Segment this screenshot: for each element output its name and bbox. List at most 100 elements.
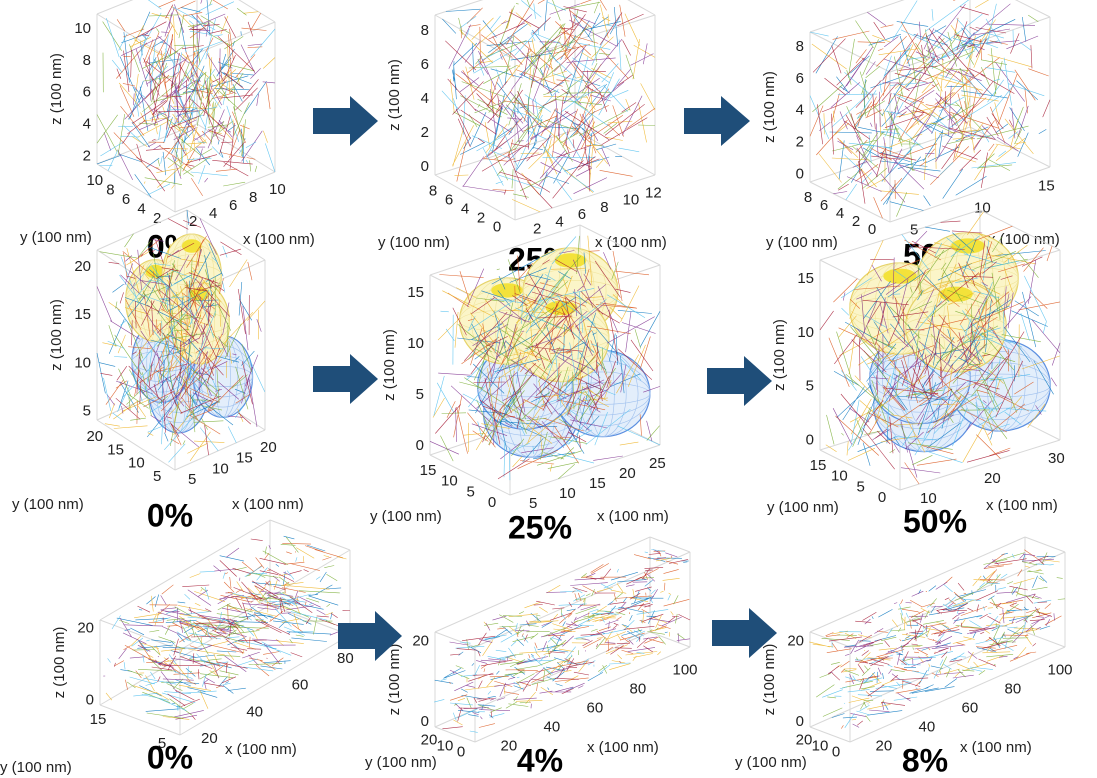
plot-panel: 246810z (100 nm)108642246810y (100 nm)x …	[20, 0, 315, 264]
x-axis-label: x (100 nm)	[232, 496, 304, 513]
x-tick-label: 5	[188, 471, 196, 488]
z-axis-label: z (100 nm)	[771, 319, 788, 391]
x-axis-label: x (100 nm)	[595, 234, 667, 251]
y-axis-label: y (100 nm)	[20, 229, 92, 246]
y-tick-label: 0	[832, 743, 840, 760]
cell-top	[182, 239, 202, 253]
z-axis-label: z (100 nm)	[48, 299, 65, 371]
x-tick-label: 6	[578, 206, 586, 223]
fibers	[813, 7, 1050, 204]
z-tick-label: 20	[74, 258, 91, 275]
x-tick-label: 80	[1005, 680, 1022, 697]
x-tick-label: 15	[589, 475, 606, 492]
box-edge	[475, 552, 690, 647]
plot-panel: 020z (100 nm)2010020406080100y (100 nm)x…	[365, 537, 698, 778]
z-tick-label: 6	[83, 84, 91, 101]
z-tick-label: 0	[796, 713, 804, 730]
x-tick-label: 15	[1038, 177, 1055, 194]
y-tick-label: 4	[137, 201, 145, 218]
plot-panel: 02468z (100 nm)8642024681012y (100 nm)x …	[378, 0, 667, 277]
z-tick-label: 15	[407, 284, 424, 301]
x-tick-label: 80	[337, 650, 354, 667]
fibers	[819, 4, 1038, 203]
x-axis-label: x (100 nm)	[986, 497, 1058, 514]
strain-label: 8%	[902, 742, 948, 778]
y-tick-label: 5	[856, 478, 864, 495]
y-tick-label: 0	[868, 221, 876, 238]
strain-label: 25%	[508, 509, 572, 545]
z-tick-label: 5	[83, 402, 91, 419]
box-edge	[810, 0, 970, 32]
x-tick-label: 10	[269, 181, 286, 198]
box-edge	[100, 520, 270, 620]
x-tick-label: 25	[649, 455, 666, 472]
x-tick-label: 20	[201, 730, 218, 747]
arrow	[313, 96, 378, 146]
x-tick-label: 80	[630, 680, 647, 697]
plot-panel: 02468z (100 nm)8642051015y (100 nm)x (10…	[761, 0, 1060, 273]
x-tick-label: 60	[962, 699, 979, 716]
strain-label: 0%	[147, 739, 193, 775]
y-tick-label: 0	[488, 494, 496, 511]
y-tick-label: 15	[810, 457, 827, 474]
x-tick-label: 8	[600, 199, 608, 216]
box-edge	[175, 172, 275, 212]
z-tick-label: 0	[416, 437, 424, 454]
x-tick-label: 20	[984, 470, 1001, 487]
z-tick-label: 0	[796, 165, 804, 182]
y-tick-label: 8	[429, 182, 437, 199]
z-axis-label: z (100 nm)	[386, 644, 403, 716]
z-tick-label: 10	[407, 335, 424, 352]
fibers	[826, 550, 1062, 729]
z-tick-label: 4	[83, 116, 91, 133]
strain-label: 4%	[517, 742, 563, 778]
y-tick-label: 6	[122, 191, 130, 208]
box-edge	[850, 647, 1065, 742]
strain-label: 50%	[903, 503, 967, 539]
y-tick-label: 4	[836, 205, 844, 222]
box-edge	[515, 15, 655, 60]
x-tick-label: 20	[619, 465, 636, 482]
x-tick-label: 40	[544, 718, 561, 735]
box-edge	[1025, 537, 1065, 552]
y-axis-label: y (100 nm)	[766, 234, 838, 251]
x-tick-label: 40	[246, 703, 263, 720]
x-tick-label: 6	[229, 197, 237, 214]
box-edge	[650, 537, 690, 552]
y-tick-label: 0	[493, 218, 501, 235]
y-tick-label: 0	[457, 743, 465, 760]
y-axis-label: y (100 nm)	[12, 496, 84, 513]
y-tick-label: 8	[106, 181, 114, 198]
x-tick-label: 40	[919, 718, 936, 735]
x-tick-label: 100	[673, 661, 698, 678]
fibers	[809, 559, 1059, 720]
z-axis-label: z (100 nm)	[48, 53, 65, 125]
y-axis-label: y (100 nm)	[767, 499, 839, 516]
x-tick-label: 60	[587, 699, 604, 716]
x-tick-label: 20	[876, 737, 893, 754]
y-axis-label: y (100 nm)	[365, 754, 437, 771]
z-tick-label: 10	[74, 354, 91, 371]
z-tick-label: 2	[796, 134, 804, 151]
fibers	[104, 0, 275, 182]
y-tick-label: 20	[421, 731, 438, 748]
box-edge	[270, 520, 350, 550]
z-tick-label: 6	[421, 56, 429, 73]
x-axis-label: x (100 nm)	[225, 741, 297, 758]
z-tick-label: 8	[796, 38, 804, 55]
arrow	[707, 356, 772, 406]
z-axis-label: z (100 nm)	[761, 644, 778, 716]
z-tick-label: 4	[421, 90, 429, 107]
y-tick-label: 2	[852, 213, 860, 230]
x-axis-label: x (100 nm)	[587, 739, 659, 756]
x-tick-label: 4	[209, 205, 217, 222]
cell-top	[939, 287, 973, 302]
z-tick-label: 0	[86, 692, 94, 709]
x-tick-label: 60	[292, 677, 309, 694]
z-tick-label: 0	[421, 158, 429, 175]
z-tick-label: 6	[796, 70, 804, 87]
fibers	[449, 4, 654, 194]
z-tick-label: 20	[787, 632, 804, 649]
